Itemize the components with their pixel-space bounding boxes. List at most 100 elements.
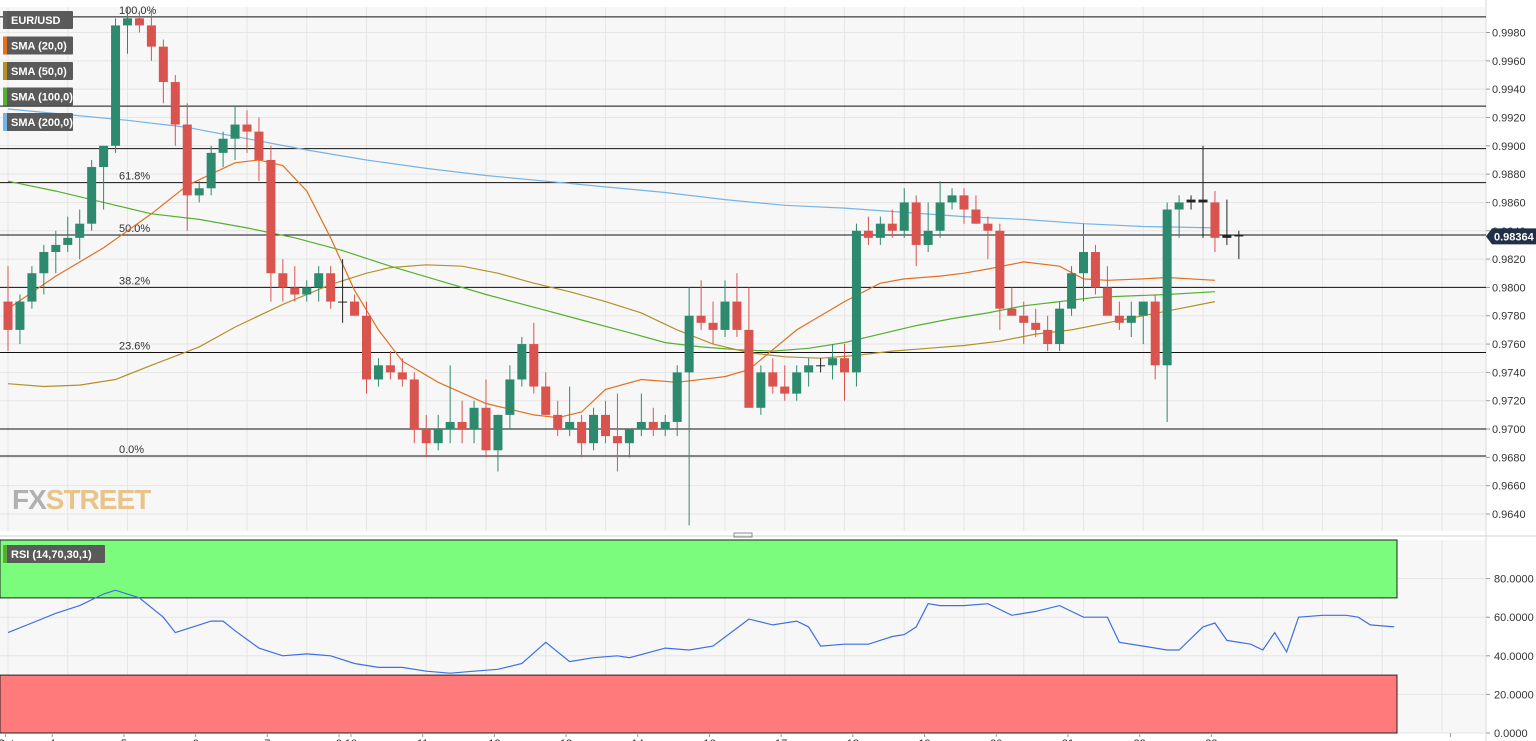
legend-item[interactable]: SMA (20,0) (3, 36, 73, 55)
candle-body (194, 188, 204, 196)
legend-label: SMA (50,0) (11, 66, 67, 78)
candle-body (182, 124, 192, 196)
candle (828, 344, 838, 380)
candle-body (648, 421, 658, 430)
legend-item[interactable]: SMA (100,0) (3, 87, 73, 106)
candle (493, 414, 503, 472)
price-tick-label: 0.9700 (1492, 424, 1526, 436)
candle (1162, 202, 1172, 422)
candle-body (445, 421, 455, 430)
legend-item[interactable]: SMA (200,0) (3, 113, 73, 131)
candle (469, 400, 479, 444)
time-tick-label: 16 (703, 738, 715, 741)
candle (302, 280, 312, 302)
logo-part-street: STREET (46, 484, 151, 515)
candle-body (971, 209, 981, 224)
legend-box (3, 11, 73, 29)
candle (206, 145, 216, 196)
candle (1174, 195, 1184, 238)
legend-item[interactable]: SMA (50,0) (3, 62, 73, 80)
candle (1222, 199, 1232, 245)
rsi-tick-label: 0.0000 (1494, 728, 1528, 740)
legend-label: EUR/USD (11, 15, 61, 27)
candle-body (242, 124, 252, 132)
rsi-legend[interactable]: RSI (14,70,30,1) (3, 545, 105, 563)
candle-body (804, 365, 814, 373)
candle-body (457, 421, 467, 430)
legend-box (3, 545, 105, 563)
candle (899, 188, 909, 238)
candle (1043, 315, 1053, 352)
candle-body (517, 344, 527, 380)
legend-swatch (3, 87, 7, 106)
candle (553, 400, 563, 437)
time-tick-label: 14 (632, 738, 644, 741)
candle-body (75, 223, 85, 238)
time-tick-label: 19 (918, 738, 930, 741)
candle-body (1174, 202, 1184, 210)
price-tick-label: 0.9880 (1492, 169, 1526, 181)
candle (601, 400, 610, 444)
candle-body (421, 429, 431, 444)
candle-body (1222, 235, 1232, 238)
candle (923, 202, 933, 253)
candle (863, 216, 873, 245)
candle (87, 159, 97, 231)
candle (373, 358, 383, 387)
candle-body (1067, 273, 1077, 309)
candle (804, 358, 814, 387)
rsi-tick-label: 80.0000 (1494, 574, 1534, 586)
legend-swatch (3, 545, 7, 563)
candle-body (684, 315, 694, 373)
sma50-line (7, 264, 1216, 388)
candle (338, 259, 348, 323)
candle-body (493, 414, 503, 451)
legend-box (3, 36, 73, 55)
legend-label: SMA (20,0) (11, 41, 67, 53)
candle-body (338, 301, 348, 303)
candle-body (1102, 287, 1112, 316)
candle (1126, 301, 1136, 337)
candle-body (851, 230, 861, 373)
time-tick-label: 12 (488, 738, 500, 741)
candle-body (397, 372, 407, 380)
legend-item[interactable]: EUR/USD (3, 11, 73, 29)
candle (529, 322, 539, 394)
candle (768, 358, 778, 394)
candle-body (326, 273, 336, 302)
rsi-tick-label: 40.0000 (1494, 651, 1534, 663)
candle (350, 294, 360, 316)
candle (744, 287, 754, 408)
candle-body (541, 386, 551, 415)
price-tick-label: 0.9760 (1492, 339, 1526, 351)
candle (911, 195, 921, 267)
candle-body (373, 365, 383, 380)
panel-resize-handle[interactable] (733, 532, 753, 538)
candle (15, 294, 25, 345)
candle-body (505, 379, 515, 415)
candle (971, 195, 981, 224)
candle-body (481, 407, 491, 451)
rsi-tick-label: 60.0000 (1494, 612, 1534, 624)
price-tick-label: 0.9740 (1492, 367, 1526, 379)
candle-body (983, 223, 993, 231)
candle (875, 216, 885, 245)
time-tick-label: 21 (1062, 738, 1074, 741)
time-tick-label: 13 (560, 738, 572, 741)
candle-body (1019, 315, 1029, 323)
legend-label: SMA (100,0) (11, 92, 73, 104)
candle-body (756, 372, 766, 408)
candle-body (1090, 252, 1100, 288)
price-tick-label: 0.9680 (1492, 452, 1526, 464)
time-tick-label: 4 (49, 738, 55, 741)
candle-body (768, 372, 778, 387)
price-tick-label: 0.9940 (1492, 84, 1526, 96)
candle-body (123, 18, 132, 26)
legend-box (3, 113, 73, 131)
candle-body (1043, 329, 1053, 345)
candle-body (302, 287, 312, 295)
candle (648, 407, 658, 437)
candle (589, 407, 599, 451)
price-tick-label: 0.9640 (1492, 509, 1526, 521)
candle-body (1198, 199, 1208, 203)
